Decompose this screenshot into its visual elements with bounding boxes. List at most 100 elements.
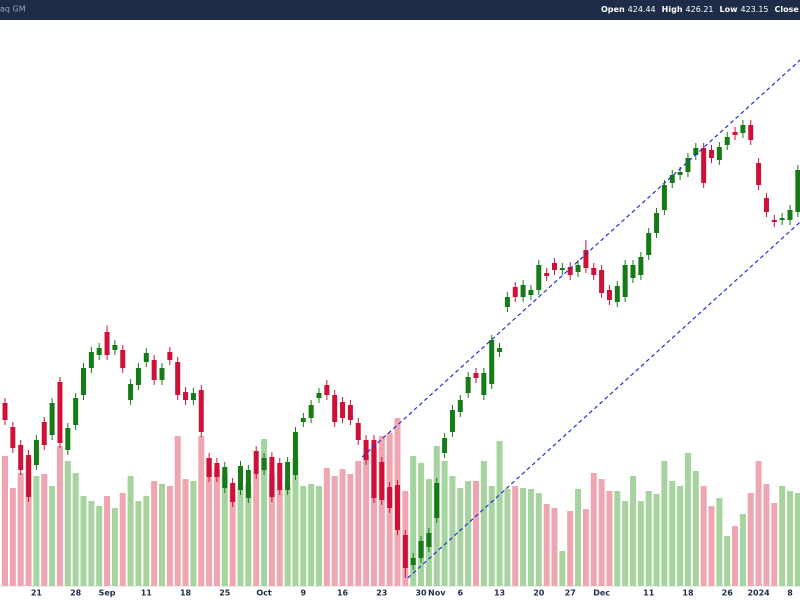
volume-bar [245, 484, 252, 586]
x-tick-label: 6 [458, 589, 464, 598]
field-label: Close [775, 5, 800, 14]
volume-bar [779, 486, 786, 586]
candle-body [49, 403, 55, 435]
x-tick-label: Nov [428, 589, 446, 598]
candle-body [57, 382, 63, 443]
volume-bar [692, 471, 699, 586]
candle-body [559, 268, 565, 270]
field-label: High [662, 5, 683, 14]
volume-bar [630, 476, 636, 586]
volume-bar [127, 476, 134, 586]
candle-body [606, 290, 612, 300]
candle-body [183, 392, 189, 400]
field-value: 423.15 [741, 5, 769, 14]
volume-bar [606, 491, 613, 586]
candle-body [426, 533, 432, 547]
volume-bar [739, 514, 746, 586]
candle-body [536, 265, 542, 290]
candle-body [449, 410, 455, 432]
volume-bar [143, 496, 150, 586]
volume-bar [410, 456, 417, 586]
volume-bar [747, 493, 754, 586]
x-tick-label: Oct [256, 589, 272, 598]
candle-body [347, 405, 353, 420]
x-tick-label: 13 [494, 589, 505, 598]
candle-body [614, 286, 620, 302]
volume-bar [174, 436, 181, 586]
trendline [361, 59, 800, 458]
volume-bar [355, 461, 362, 586]
candle-body [552, 263, 557, 270]
candle-body [190, 393, 196, 400]
volume-bar [206, 458, 213, 586]
candle-body [701, 148, 707, 183]
candle-body [269, 457, 275, 497]
candle-body [763, 198, 769, 212]
volume-bar [159, 484, 165, 586]
volume-bar [237, 486, 244, 586]
candle-body [41, 422, 47, 445]
volume-bar [575, 489, 582, 586]
candle-body [363, 440, 369, 460]
candle-body [473, 373, 479, 378]
volume-bar [653, 494, 660, 586]
candle-body [285, 462, 291, 490]
candle-body [26, 455, 32, 497]
candle-body [340, 402, 346, 418]
candle-body [167, 352, 173, 360]
x-tick-label: 2024 [747, 589, 770, 598]
volume-bar [135, 501, 142, 586]
candle-body [677, 172, 683, 175]
x-tick-label: 23 [376, 589, 387, 598]
candle-body [206, 458, 212, 477]
candle-body [104, 332, 110, 355]
volume-bar [17, 473, 24, 586]
volume-bar [229, 489, 236, 586]
candle-body [81, 368, 86, 395]
candle-body [599, 270, 605, 293]
candle-body [387, 487, 393, 508]
x-tick-label: 18 [682, 589, 694, 598]
volume-bar [41, 474, 48, 586]
candle-body [18, 445, 24, 470]
candle-body [371, 440, 377, 498]
candle-body [520, 285, 526, 297]
candle-body [787, 210, 793, 220]
candle-body [379, 462, 385, 500]
volume-bar [182, 479, 189, 586]
volume-bar [9, 488, 16, 586]
x-tick-label: 11 [643, 589, 655, 598]
candle-body [261, 458, 267, 470]
candle-body [740, 125, 746, 133]
volume-bar [473, 481, 479, 586]
volume-bar [645, 491, 652, 586]
candle-body [214, 463, 220, 477]
symbol: aq GM [0, 5, 26, 14]
candle-body [442, 438, 448, 453]
candle-body [709, 150, 714, 158]
volume-bar [684, 453, 691, 586]
candle-body [395, 485, 400, 530]
volume-bar [300, 486, 307, 586]
candle-body [300, 418, 306, 422]
volume-bar [166, 486, 173, 586]
volume-bar [323, 468, 330, 586]
volume-bar [567, 511, 574, 586]
volume-bar [622, 501, 629, 586]
candle-body [575, 265, 581, 272]
header-bar [0, 0, 800, 20]
candle-body [120, 350, 126, 368]
volume-bar [488, 486, 495, 586]
candle-body [779, 218, 785, 220]
volume-bar [669, 481, 676, 586]
volume-bar [370, 449, 377, 586]
candle-body [128, 384, 134, 400]
candle-body [245, 470, 251, 498]
candle-body [159, 368, 165, 380]
volume-bar [56, 446, 63, 586]
volume-bar [724, 536, 731, 586]
candle-body [638, 257, 644, 275]
candle-body [135, 368, 141, 385]
volume-bar [700, 486, 707, 586]
